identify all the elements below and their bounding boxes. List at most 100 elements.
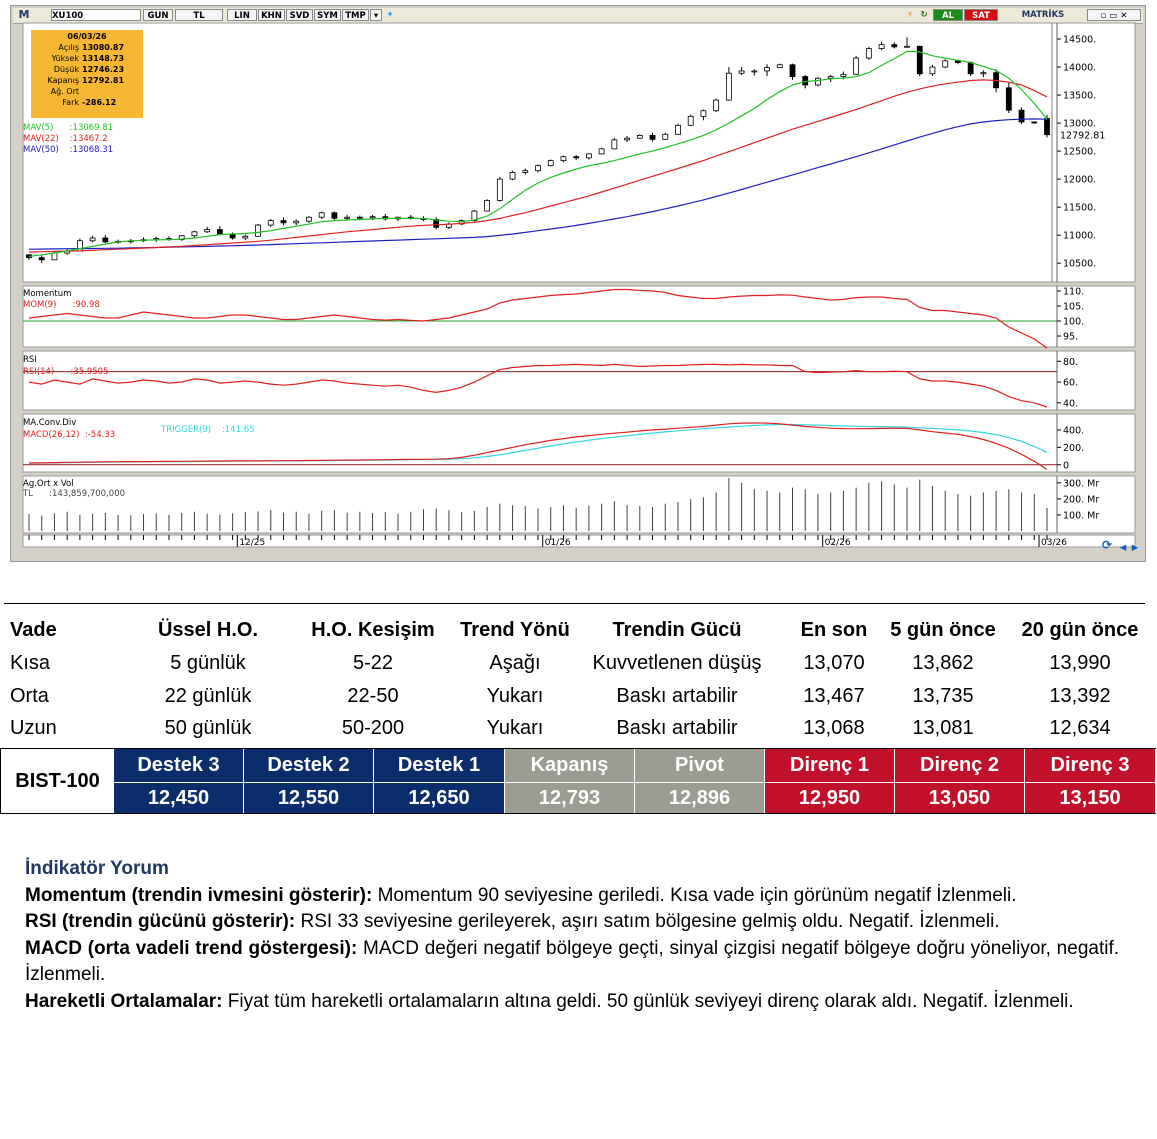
table-cell: Yukarı xyxy=(486,684,544,707)
buy-button[interactable]: AL xyxy=(933,9,963,21)
level-value: 12,550 xyxy=(244,782,374,813)
table-cell: Yukarı xyxy=(486,717,544,739)
table-header-cell: 5 gün önce xyxy=(890,619,996,641)
level-header: Direnç 3 xyxy=(1025,749,1156,782)
m-button[interactable]: M xyxy=(18,8,30,21)
candle-body xyxy=(306,216,312,222)
comment-macd: MACD (orta vadeli trend göstergesi): MAC… xyxy=(25,937,1120,986)
macd-legend: MACD(26,12) :-54.33 xyxy=(23,430,116,440)
sell-button[interactable]: SAT xyxy=(964,9,998,21)
momentum-line xyxy=(28,288,1048,349)
candle-body xyxy=(840,73,847,77)
y-tick-label: 200. Mr xyxy=(1063,494,1099,505)
info-row-avg: Ağ. Ort xyxy=(50,87,79,96)
trigger-legend: TRIGGER(9) :141.65 xyxy=(161,425,255,435)
table-header-cell: En son xyxy=(800,619,868,641)
comment-title: İndikatör Yorum xyxy=(25,858,169,879)
candle-body xyxy=(318,212,325,218)
candle-body xyxy=(827,76,834,79)
candle-body xyxy=(573,156,580,159)
table-header-cell: 20 gün önce xyxy=(1021,619,1139,641)
candle-body xyxy=(751,70,758,73)
info-row-open: Açılış 13080.87 xyxy=(58,43,125,52)
y-tick-label: 400. xyxy=(1063,425,1084,436)
candle-body xyxy=(1005,87,1012,111)
candle-body xyxy=(865,48,872,59)
lin-button[interactable]: LIN xyxy=(227,9,257,21)
table-cell: 13,081 xyxy=(912,717,974,739)
candle-body xyxy=(967,62,974,75)
candle-body xyxy=(356,216,363,219)
y-tick-label: 40. xyxy=(1063,398,1078,409)
scroll-right-icon[interactable]: ▶ xyxy=(1131,543,1139,553)
level-value: 13,150 xyxy=(1025,782,1156,813)
y-tick-label: 95. xyxy=(1063,332,1078,343)
symbol-field[interactable]: XU100 xyxy=(51,9,141,21)
levels-table: BIST-100 Destek 3 12,450 Destek 2 12,550 Des… xyxy=(0,748,1156,814)
candle-body xyxy=(687,115,694,126)
ohlc-info-box: 06/03/26 Açılış 13080.87 Yüksek 13148.73 D… xyxy=(31,30,143,118)
candle-body xyxy=(649,135,656,140)
x-axis-strip xyxy=(22,534,1136,548)
table-cell: 22 günlük xyxy=(164,684,252,707)
y-tick-label: 11500. xyxy=(1063,203,1096,214)
sym-button[interactable]: SYM xyxy=(314,9,341,21)
currency-button[interactable]: TL xyxy=(175,9,223,21)
table-cell: 13,467 xyxy=(803,684,865,707)
chart-canvas: 12/25 01/26 02/26 03/26 14500. 14000. 13500. 13… xyxy=(22,22,1136,548)
momentum-title: Momentum xyxy=(23,289,72,299)
refresh-chart-icon[interactable]: ⟳ xyxy=(1101,538,1113,552)
candle-body xyxy=(89,237,96,242)
candle-body xyxy=(929,66,936,75)
candle-body xyxy=(509,171,516,180)
panel-background xyxy=(22,475,1136,534)
alarm-icon[interactable]: ⚡ xyxy=(907,10,913,20)
y-tick-label: 14500. xyxy=(1063,35,1096,46)
table-cell: Kuvvetlenen düşüş xyxy=(592,652,762,674)
chart-window: M XU100 GUN TL LIN KHN SVD SYM TMP ▾ ✦ ⚡… xyxy=(10,5,1146,562)
table-cell: 50 günlük xyxy=(164,717,252,739)
candle-body xyxy=(624,137,630,141)
refresh-icon[interactable]: ↻ xyxy=(920,10,928,20)
rsi-title: RSI xyxy=(23,355,37,365)
comment-rsi: RSI (trendin gücünü gösterir): RSI 33 se… xyxy=(25,911,1000,932)
candle-body xyxy=(764,67,770,72)
khn-button[interactable]: KHN xyxy=(258,9,285,21)
table-header-cell: Vade xyxy=(10,619,57,641)
table-cell: 13,862 xyxy=(912,652,974,674)
comment-momentum: Momentum (trendin ivmesini gösterir): Mo… xyxy=(25,884,1017,906)
rsi-line xyxy=(28,363,1048,408)
candle-body xyxy=(242,235,249,239)
last-price-label: 12792.81 xyxy=(1060,131,1105,142)
table-cell: 13,990 xyxy=(1049,652,1111,674)
candle-body xyxy=(853,57,860,75)
y-tick-label: 200. xyxy=(1063,443,1084,454)
dropdown-arrow-icon[interactable]: ▾ xyxy=(370,9,382,21)
twitter-icon[interactable]: ✦ xyxy=(386,10,394,20)
y-tick-label: 12000. xyxy=(1063,175,1096,186)
table-header-cell: H.O. Kesişim xyxy=(311,619,435,641)
candle-body xyxy=(1018,109,1025,123)
y-tick-label: 11000. xyxy=(1063,231,1096,242)
period-button[interactable]: GUN xyxy=(143,9,173,21)
mav50-line xyxy=(28,118,1048,250)
y-tick-label: 10500. xyxy=(1063,259,1096,270)
candle-body xyxy=(51,252,58,261)
level-header: Direnç 2 xyxy=(895,749,1025,782)
tmp-button[interactable]: TMP xyxy=(342,9,369,21)
scroll-left-icon[interactable]: ◀ xyxy=(1119,543,1127,553)
table-top-rule xyxy=(4,603,1145,604)
window-controls[interactable]: ▫ ▭ ✕ xyxy=(1087,9,1141,21)
candle-body xyxy=(942,60,949,68)
svd-button[interactable]: SVD xyxy=(286,9,313,21)
mav5-legend: MAV(5) :13069.81 xyxy=(23,123,114,133)
level-value: 12,450 xyxy=(114,782,244,813)
candle-body xyxy=(1031,121,1038,124)
candle-body xyxy=(369,216,376,219)
level-value: 12,650 xyxy=(374,782,505,813)
info-row-diff: Fark -286.12 xyxy=(62,98,117,107)
momentum-legend: MOM(9) :90.98 xyxy=(23,300,100,310)
table-cell: Baskı artabilir xyxy=(616,717,738,739)
table-cell: 22-50 xyxy=(347,684,399,707)
y-tick-label: 100. xyxy=(1063,317,1084,328)
